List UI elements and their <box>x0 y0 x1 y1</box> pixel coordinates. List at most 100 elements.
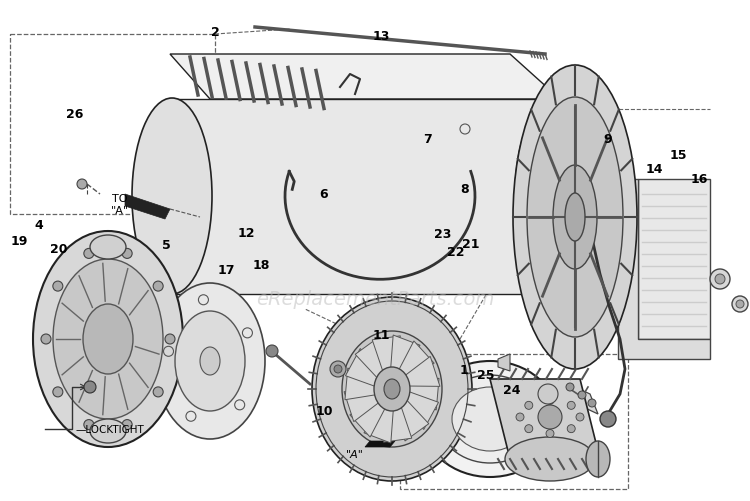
Ellipse shape <box>90 419 126 443</box>
Ellipse shape <box>732 297 748 313</box>
Polygon shape <box>356 337 386 378</box>
Ellipse shape <box>505 437 595 481</box>
Text: 4: 4 <box>34 219 44 232</box>
Ellipse shape <box>516 413 524 421</box>
Polygon shape <box>498 354 510 371</box>
Text: —LOCKTIGHT: —LOCKTIGHT <box>75 424 144 434</box>
Ellipse shape <box>77 180 87 189</box>
Text: 14: 14 <box>645 163 663 176</box>
Ellipse shape <box>576 413 584 421</box>
Ellipse shape <box>90 235 126 260</box>
Text: 12: 12 <box>237 226 255 239</box>
Ellipse shape <box>546 430 554 438</box>
Text: 24: 24 <box>503 383 520 396</box>
Polygon shape <box>391 335 420 372</box>
Ellipse shape <box>525 401 532 409</box>
Text: 1: 1 <box>459 363 468 376</box>
Polygon shape <box>364 406 393 443</box>
Ellipse shape <box>578 391 586 399</box>
Text: 26: 26 <box>66 108 84 121</box>
Ellipse shape <box>538 405 562 429</box>
Polygon shape <box>405 392 439 430</box>
Text: 23: 23 <box>433 228 451 241</box>
Polygon shape <box>490 379 600 459</box>
Ellipse shape <box>422 361 558 477</box>
Ellipse shape <box>546 397 554 405</box>
Ellipse shape <box>586 441 610 477</box>
Ellipse shape <box>153 387 164 397</box>
Polygon shape <box>638 180 710 339</box>
Ellipse shape <box>84 420 94 430</box>
Text: 13: 13 <box>372 30 390 43</box>
Ellipse shape <box>384 379 400 399</box>
Text: 22: 22 <box>447 245 465 258</box>
Text: 25: 25 <box>477 368 495 381</box>
Polygon shape <box>125 194 170 219</box>
Polygon shape <box>172 100 555 295</box>
Polygon shape <box>398 341 434 378</box>
Ellipse shape <box>153 282 164 292</box>
Polygon shape <box>618 180 710 359</box>
Text: 19: 19 <box>10 235 28 248</box>
Ellipse shape <box>588 399 596 407</box>
Text: 20: 20 <box>50 243 68 256</box>
Polygon shape <box>558 379 598 414</box>
Text: 2: 2 <box>211 26 220 39</box>
Ellipse shape <box>565 193 585 241</box>
Ellipse shape <box>266 345 278 357</box>
Text: 17: 17 <box>217 263 236 276</box>
Text: TO
"A": TO "A" <box>111 194 129 215</box>
Ellipse shape <box>53 260 163 419</box>
Text: "A": "A" <box>346 449 364 459</box>
Ellipse shape <box>312 298 472 481</box>
Ellipse shape <box>342 331 442 447</box>
Ellipse shape <box>567 401 575 409</box>
Ellipse shape <box>165 334 175 344</box>
Ellipse shape <box>525 425 532 433</box>
Ellipse shape <box>33 231 183 447</box>
Text: 15: 15 <box>669 149 687 162</box>
Ellipse shape <box>132 99 212 295</box>
Ellipse shape <box>527 98 623 337</box>
Text: eReplacementParts.com: eReplacementParts.com <box>256 290 494 309</box>
Ellipse shape <box>53 387 63 397</box>
Ellipse shape <box>566 383 574 391</box>
Ellipse shape <box>84 249 94 259</box>
Ellipse shape <box>330 361 346 377</box>
Text: 5: 5 <box>162 239 171 252</box>
Polygon shape <box>344 392 379 422</box>
Ellipse shape <box>175 312 245 411</box>
Ellipse shape <box>155 284 265 439</box>
Text: 8: 8 <box>460 183 470 196</box>
Ellipse shape <box>83 305 133 374</box>
Ellipse shape <box>41 334 51 344</box>
Text: 7: 7 <box>423 133 432 146</box>
Ellipse shape <box>452 387 528 451</box>
Ellipse shape <box>715 275 725 285</box>
Polygon shape <box>345 368 375 400</box>
Text: 16: 16 <box>690 173 708 186</box>
Ellipse shape <box>515 99 595 295</box>
Polygon shape <box>346 349 379 386</box>
Ellipse shape <box>710 270 730 290</box>
Ellipse shape <box>567 425 575 433</box>
Text: 18: 18 <box>252 258 270 271</box>
Polygon shape <box>372 336 400 372</box>
Polygon shape <box>410 379 439 410</box>
Ellipse shape <box>334 365 342 373</box>
Text: 11: 11 <box>372 328 390 341</box>
Ellipse shape <box>200 347 220 375</box>
Polygon shape <box>170 55 560 100</box>
Text: 6: 6 <box>320 188 328 201</box>
Ellipse shape <box>438 375 542 463</box>
Text: 21: 21 <box>462 238 480 251</box>
Ellipse shape <box>122 249 132 259</box>
Ellipse shape <box>122 420 132 430</box>
Ellipse shape <box>600 411 616 427</box>
Polygon shape <box>405 357 440 387</box>
Ellipse shape <box>513 66 637 369</box>
Polygon shape <box>350 400 386 437</box>
Ellipse shape <box>538 384 558 404</box>
Ellipse shape <box>553 166 597 270</box>
Text: 9: 9 <box>603 133 612 146</box>
